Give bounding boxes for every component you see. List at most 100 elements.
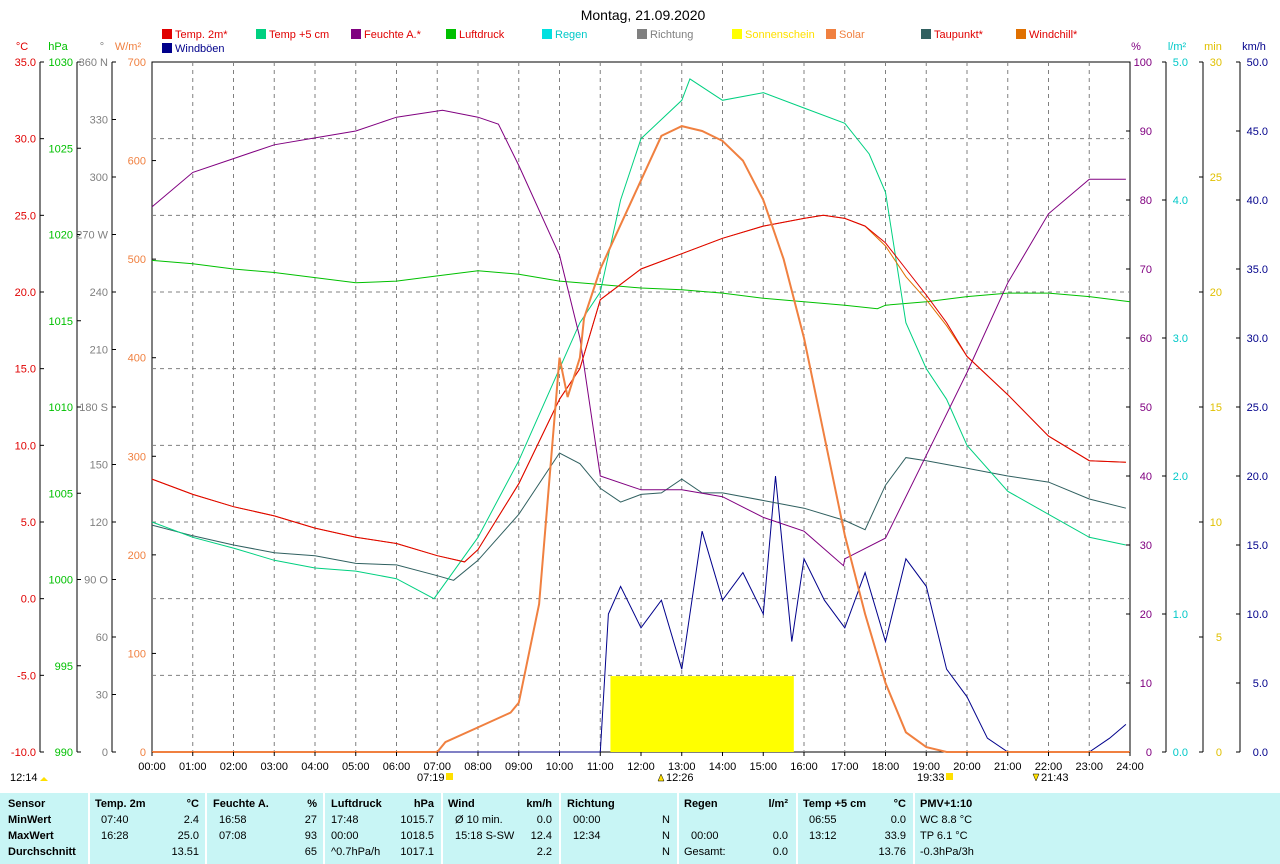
rain-unit-label: l/m² — [1168, 41, 1187, 53]
chart-title: Montag, 21.09.2020 — [581, 7, 706, 23]
series-lines — [151, 78, 1131, 753]
stats-separator — [323, 793, 325, 864]
direction-tick-label: 240 — [90, 287, 108, 299]
temp-tick-label: -10.0 — [11, 747, 36, 759]
stats-rain-time: Gesamt: — [684, 846, 726, 858]
time-tick-label: 15:00 — [749, 761, 777, 773]
time-tick-label: 10:00 — [546, 761, 574, 773]
stats-hum-value: 93 — [304, 830, 317, 842]
stats-hum-time: 07:08 — [219, 830, 247, 842]
stats-header-press: Luftdruck — [331, 798, 382, 810]
time-tick-label: 05:00 — [342, 761, 370, 773]
humidity-tick-label: 50 — [1140, 402, 1152, 414]
solar-tick-label: 200 — [128, 550, 146, 562]
series-temp-2m-line — [151, 214, 1126, 563]
stats-pmv-value: WC 8.8 °C — [920, 814, 973, 826]
weather-chart: Montag, 21.09.2020 Temp. 2m* Temp +5 cm Fe… — [10, 7, 1268, 784]
solar-tick-label: 700 — [128, 57, 146, 69]
sun-icon — [40, 777, 48, 781]
stats-header-t5: Temp +5 cm — [803, 798, 867, 810]
time-tick-label: 24:00 — [1116, 761, 1144, 773]
time-tick-label: 06:00 — [383, 761, 411, 773]
direction-tick-label: 0 — [102, 747, 108, 759]
stats-header-sensor: Sensor — [8, 798, 46, 810]
stats-separator — [913, 793, 915, 864]
time-tick-label: 12:00 — [627, 761, 655, 773]
stats-hum-value: 65 — [304, 846, 317, 858]
pressure-tick-label: 1030 — [49, 57, 73, 69]
humidity-tick-label: 0 — [1146, 747, 1152, 759]
stats-header-hum-unit: % — [307, 798, 317, 810]
series-solarline — [152, 125, 1130, 753]
stats-row-label: MaxWert — [8, 830, 54, 842]
time-tick-label: 01:00 — [179, 761, 207, 773]
sunshine-tick-label: 25 — [1210, 172, 1222, 184]
direction-tick-label: 180 S — [79, 402, 108, 414]
rain-tick-label: 1.0 — [1173, 609, 1188, 621]
time-tick-label: 02:00 — [220, 761, 248, 773]
solar-tick-label: 400 — [128, 353, 146, 365]
legend-swatch — [351, 29, 361, 39]
stats-dir-time: 12:34 — [573, 830, 601, 842]
stats-temp-time: 16:28 — [101, 830, 129, 842]
humidity-tick-label: 20 — [1140, 609, 1152, 621]
stats-t5-value: 33.9 — [884, 830, 906, 842]
legend-label: Windchill* — [1029, 29, 1078, 41]
stats-t5-time: 06:55 — [809, 814, 837, 826]
time-tick-label: 07:00 — [423, 761, 451, 773]
stats-press-time: 00:00 — [331, 830, 359, 842]
stats-header-press-unit: hPa — [413, 798, 434, 810]
right-axes: 10090807060504030201005.04.03.02.01.00.0… — [1126, 57, 1268, 759]
stats-wind-value: 0.0 — [536, 814, 552, 826]
time-tick-label: 09:00 — [505, 761, 533, 773]
culmination-label: 12:26 — [666, 772, 694, 784]
wind-tick-label: 15.0 — [1247, 540, 1268, 552]
direction-unit-label: ° — [100, 41, 104, 53]
series-windchill-line — [151, 214, 1126, 563]
stats-pmv-value: TP 6.1 °C — [920, 830, 968, 842]
time-tick-label: 21:00 — [994, 761, 1022, 773]
stats-t5-value: 0.0 — [890, 814, 906, 826]
sun-markers: 12:14 07:19 12:26 19:33 21:43 — [10, 772, 1069, 784]
temp-tick-label: 30.0 — [15, 134, 36, 146]
stats-dir-value: N — [662, 814, 670, 826]
humidity-unit-label: % — [1131, 41, 1141, 53]
temp-tick-label: 0.0 — [21, 594, 36, 606]
time-tick-label: 18:00 — [872, 761, 900, 773]
stats-hum-time: 16:58 — [219, 814, 247, 826]
series-windb-enline — [152, 475, 1127, 753]
stats-press-value: 1017.1 — [400, 846, 434, 858]
moonset-label: 21:43 — [1041, 772, 1069, 784]
sunshine-tick-label: 10 — [1210, 517, 1222, 529]
humidity-tick-label: 60 — [1140, 333, 1152, 345]
sunrise-icon — [446, 773, 453, 780]
stats-t5-value: 13.76 — [878, 846, 906, 858]
time-tick-label: 13:00 — [668, 761, 696, 773]
rain-tick-label: 3.0 — [1173, 333, 1188, 345]
sunset-label: 19:33 — [917, 772, 945, 784]
direction-tick-label: 300 — [90, 172, 108, 184]
pressure-tick-label: 1020 — [49, 230, 73, 242]
wind-tick-label: 45.0 — [1247, 126, 1268, 138]
legend-label: Luftdruck — [459, 29, 505, 41]
temp-unit-label: °C — [16, 41, 28, 53]
legend-swatch — [256, 29, 266, 39]
pressure-tick-label: 990 — [55, 747, 73, 759]
stats-header-t5-unit: °C — [893, 798, 906, 810]
legend-label: Temp. 2m* — [175, 29, 228, 41]
series-feuchte-a-line — [151, 109, 1126, 567]
time-tick-label: 08:00 — [464, 761, 492, 773]
stats-header-temp-unit: °C — [186, 798, 199, 810]
direction-tick-label: 30 — [96, 690, 108, 702]
stats-header-temp: Temp. 2m — [95, 798, 146, 810]
culmination-icon — [657, 773, 665, 782]
statistics-panel: Sensor Temp. 2m °C Feuchte A.% Luftdruck hPa W… — [0, 793, 1280, 864]
stats-rain-value: 0.0 — [772, 830, 788, 842]
time-tick-label: 04:00 — [301, 761, 329, 773]
stats-separator — [677, 793, 679, 864]
solar-tick-label: 500 — [128, 254, 146, 266]
legend-swatch — [921, 29, 931, 39]
stats-separator — [205, 793, 207, 864]
stats-separator — [796, 793, 798, 864]
legend-label: Temp +5 cm — [269, 29, 329, 41]
